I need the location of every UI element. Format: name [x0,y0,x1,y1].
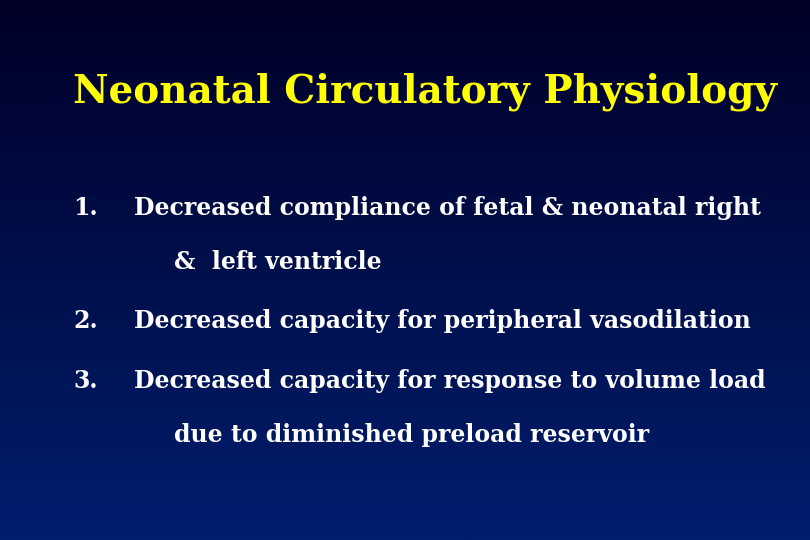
Text: 1.: 1. [73,196,97,220]
Text: &  left ventricle: & left ventricle [174,250,382,274]
Text: due to diminished preload reservoir: due to diminished preload reservoir [174,423,650,447]
Text: Decreased compliance of fetal & neonatal right: Decreased compliance of fetal & neonatal… [134,196,761,220]
Text: 3.: 3. [73,369,97,393]
Text: Neonatal Circulatory Physiology: Neonatal Circulatory Physiology [73,72,777,111]
Text: Decreased capacity for response to volume load: Decreased capacity for response to volum… [134,369,765,393]
Text: 2.: 2. [73,309,97,333]
Text: Decreased capacity for peripheral vasodilation: Decreased capacity for peripheral vasodi… [134,309,750,333]
